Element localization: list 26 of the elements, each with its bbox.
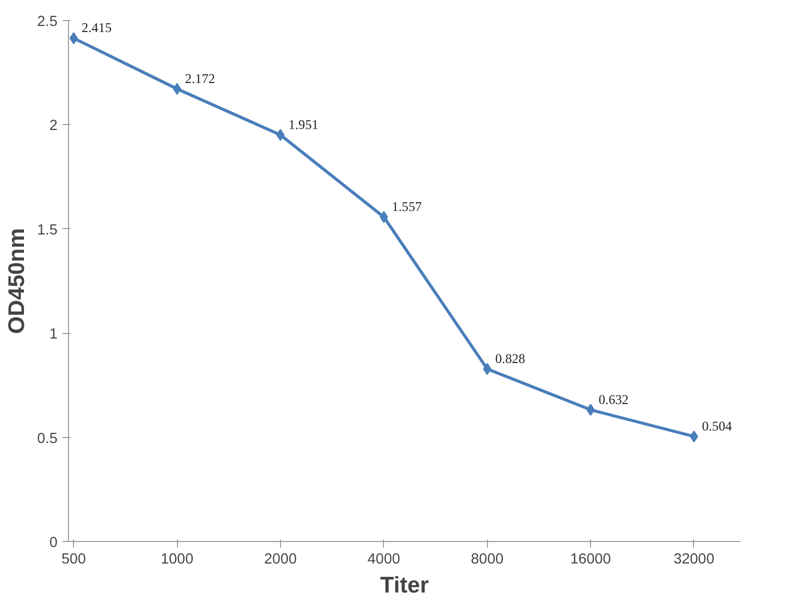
y-tick-label: 2.5	[37, 14, 58, 30]
y-tick-label: 0.5	[37, 430, 58, 447]
x-tick-label: 8000	[470, 552, 504, 568]
y-axis-title: OD450nm	[3, 228, 30, 334]
data-label: 2.172	[185, 70, 216, 86]
point	[586, 404, 595, 416]
x-tick-label: 500	[61, 552, 86, 568]
data-label: 1.557	[392, 199, 422, 214]
data-label: 0.504	[702, 418, 732, 434]
point	[172, 82, 182, 95]
x-tick-label: 2000	[264, 552, 297, 568]
x-tick-label: 16000	[570, 552, 611, 568]
data-label: 0.828	[495, 350, 526, 366]
x-tick-label: 1000	[160, 552, 194, 568]
x-axis-title: Titer	[380, 572, 430, 598]
y-tick-label: 0	[49, 535, 58, 551]
x-tick-label: 4000	[368, 552, 400, 568]
data-label: 0.632	[598, 392, 629, 407]
x-tick-label: 32000	[674, 552, 714, 568]
y-tick-label: 1.5	[37, 222, 58, 238]
y-tick-label: 1	[49, 326, 58, 343]
y-tick-label: 2	[49, 118, 58, 134]
point	[690, 430, 698, 442]
data-label: 2.415	[82, 20, 112, 36]
data-label: 1.951	[288, 116, 318, 132]
point	[276, 128, 285, 141]
